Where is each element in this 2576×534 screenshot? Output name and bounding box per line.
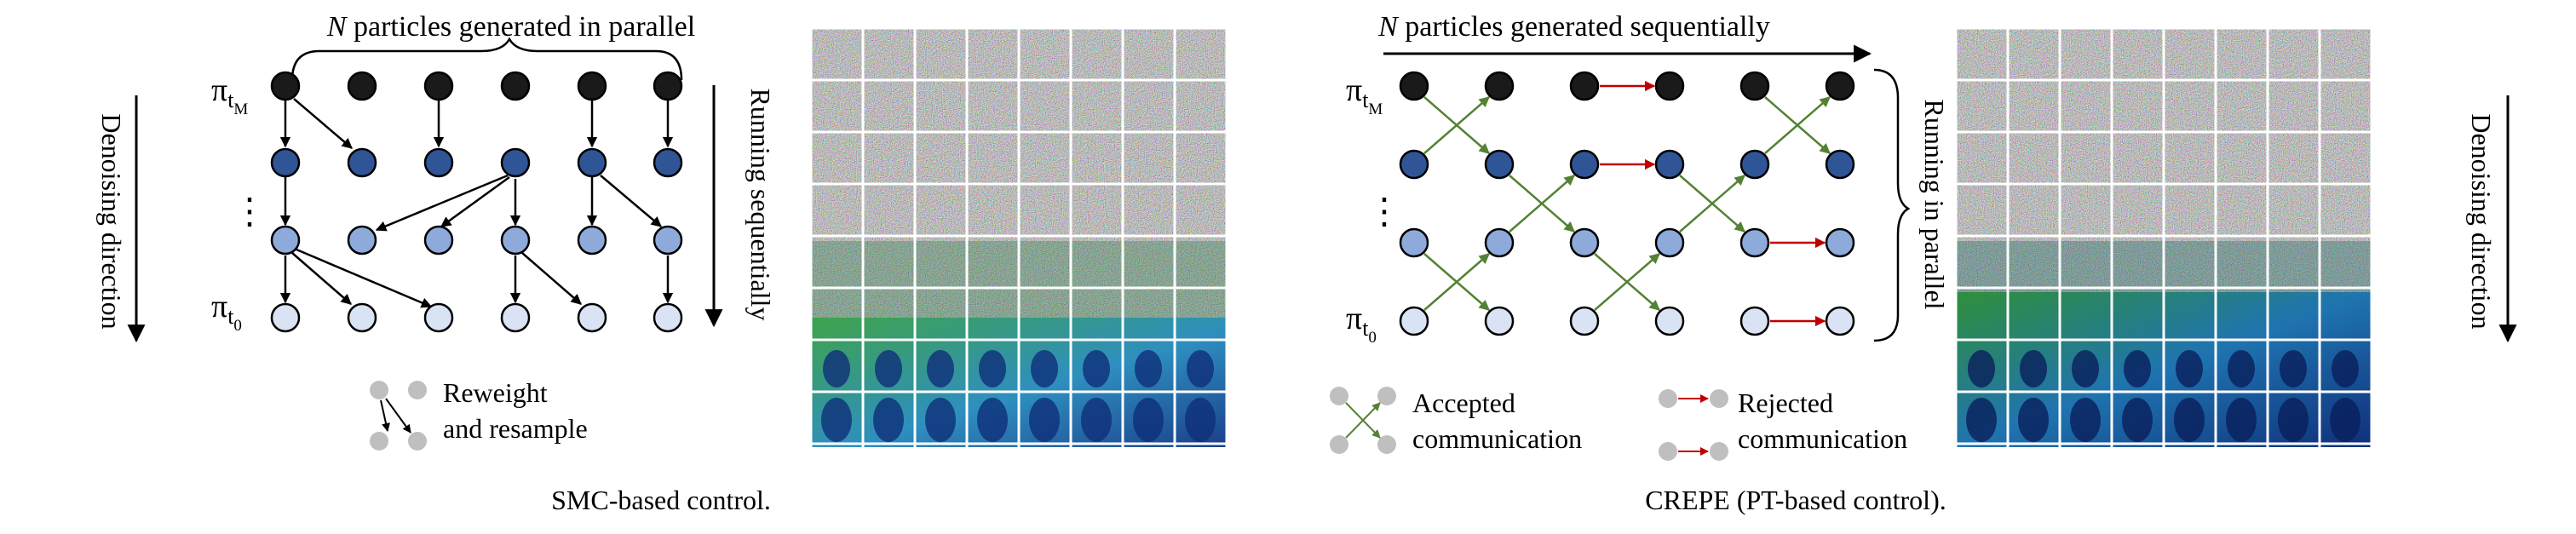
pi-top-label: πtM <box>1346 72 1383 118</box>
crepe-caption: CREPE (PT-based control). <box>1645 485 1946 515</box>
running-sequentially-label: Running sequentially <box>745 89 776 321</box>
particle-nodes <box>270 71 683 333</box>
top-brace <box>290 37 683 81</box>
legend-accepted-text-2: communication <box>1412 423 1582 454</box>
denoising-direction-label: Denoising direction <box>96 113 127 329</box>
accepted-edges <box>1423 96 1831 311</box>
accepted-legend-icon <box>1330 387 1396 454</box>
ellipsis: ⋮ <box>232 192 267 232</box>
side-brace <box>1873 68 1911 342</box>
legend-resample-text: and resample <box>443 413 588 444</box>
legend-reweight-text: Reweight <box>443 377 548 408</box>
reweight-legend-icon <box>370 381 427 451</box>
legend-rejected-text-2: communication <box>1738 423 1907 454</box>
ellipsis: ⋮ <box>1366 192 1402 232</box>
smc-sample-grid <box>811 28 1226 447</box>
smc-caption: SMC-based control. <box>551 485 771 515</box>
legend-rejected-text: Rejected <box>1738 388 1833 418</box>
resampling-edges <box>279 98 674 308</box>
rejected-edges <box>1600 80 1826 327</box>
crepe-sample-grid <box>1956 28 2371 447</box>
particle-nodes <box>1399 71 1855 336</box>
running-in-parallel-label: Running in parallel <box>1919 99 1950 309</box>
smc-diagram: Denoising direction N particles generate… <box>96 11 776 515</box>
legend-accepted-text: Accepted <box>1412 388 1515 418</box>
rejected-legend-icon <box>1659 389 1728 461</box>
pi-bottom-label: πt0 <box>1346 301 1377 347</box>
parallel-label: N particles generated in parallel <box>326 11 695 43</box>
right-denoising-axis: Denoising direction <box>2466 95 2517 343</box>
pi-top-label: πtM <box>211 72 248 118</box>
denoising-direction-label: Denoising direction <box>2466 113 2497 329</box>
pi-bottom-label: πt0 <box>211 289 242 335</box>
sequential-label: N particles generated sequentially <box>1377 11 1770 43</box>
crepe-diagram: N particles generated sequentially Runni… <box>1330 11 1950 515</box>
